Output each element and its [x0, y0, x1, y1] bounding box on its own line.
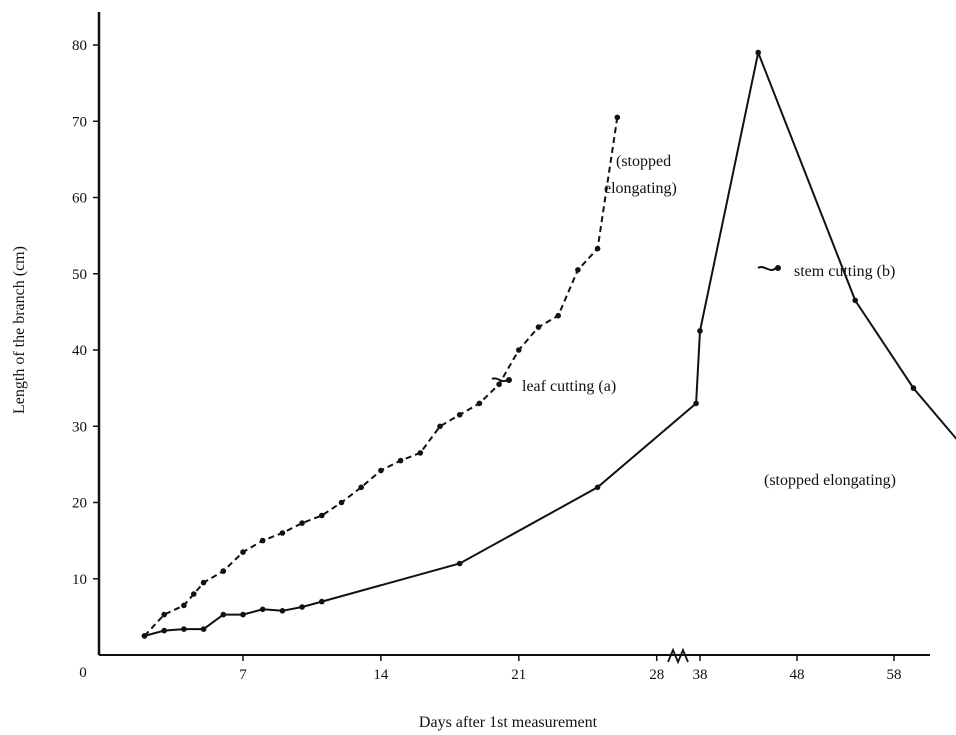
- y-tick-label: 40: [72, 343, 87, 359]
- data-point: [755, 49, 761, 56]
- data-point: [279, 530, 286, 536]
- x-ticks: 7142128384858687888: [239, 655, 902, 683]
- data-point: [378, 467, 384, 474]
- data-point: [299, 520, 305, 526]
- data-point: [496, 381, 502, 388]
- x-tick-label: 58: [887, 667, 902, 683]
- data-point: [161, 611, 167, 618]
- leaf-cutting-pointer: [491, 377, 508, 383]
- data-point: [319, 598, 325, 605]
- data-point: [910, 385, 917, 391]
- annotation-stopped-a-line2: elongating): [604, 180, 677, 197]
- x-tick-label: 48: [790, 667, 805, 683]
- stem-cutting-label: stem cutting (b): [794, 263, 895, 280]
- data-point: [338, 499, 345, 506]
- axes: [97, 12, 930, 665]
- data-point: [614, 114, 621, 121]
- stem-cutting-pointer-dot: [775, 265, 781, 271]
- data-point: [555, 312, 561, 319]
- data-point: [181, 602, 187, 609]
- data-point: [693, 400, 699, 407]
- data-point: [161, 627, 167, 634]
- axis-break-mark: [667, 647, 689, 665]
- series-leaf-cutting: [141, 114, 621, 639]
- data-point: [220, 611, 227, 618]
- x-tick-label: 28: [649, 667, 664, 683]
- data-point: [397, 457, 404, 464]
- data-point: [259, 537, 266, 544]
- y-tick-label: 50: [72, 267, 87, 283]
- x-tick-label: 7: [239, 667, 247, 683]
- data-point: [259, 606, 266, 613]
- data-point: [191, 591, 197, 597]
- y-tick-label: 20: [72, 496, 87, 512]
- data-point: [299, 604, 305, 610]
- data-point: [417, 450, 424, 456]
- data-point: [240, 549, 246, 555]
- data-point: [575, 267, 581, 273]
- data-point: [476, 400, 483, 407]
- data-point: [852, 297, 858, 304]
- y-tick-label: 70: [72, 114, 87, 130]
- data-point: [516, 347, 522, 353]
- x-axis-title: Days after 1st measurement: [419, 714, 598, 731]
- data-point: [200, 626, 207, 632]
- data-point: [220, 568, 227, 574]
- data-point: [535, 324, 542, 330]
- data-point: [181, 626, 187, 632]
- data-point: [594, 245, 601, 252]
- data-point: [200, 579, 207, 586]
- data-point: [358, 484, 365, 491]
- x-tick-label: 38: [693, 667, 708, 683]
- data-point: [697, 328, 703, 334]
- annotation-stopped-a-line1: (stopped: [616, 153, 671, 170]
- series-line-leaf-cutting: [143, 117, 619, 637]
- data-point: [279, 608, 286, 614]
- origin-label: 0: [79, 665, 87, 681]
- y-tick-label: 80: [72, 38, 87, 54]
- y-tick-label: 60: [72, 191, 87, 207]
- stem-cutting-pointer: [757, 266, 777, 271]
- leaf-cutting-pointer-dot: [506, 377, 512, 383]
- data-point: [240, 611, 246, 618]
- series-line-stem-cutting: [144, 49, 956, 637]
- data-point: [319, 512, 325, 519]
- y-tick-label: 10: [72, 572, 87, 588]
- data-point: [141, 633, 148, 639]
- y-axis-title: Length of the branch (cm): [11, 246, 28, 414]
- annotation-stopped-b: (stopped elongating): [764, 472, 896, 489]
- x-tick-label: 21: [511, 667, 526, 683]
- data-point: [456, 560, 463, 567]
- y-tick-label: 30: [72, 419, 87, 435]
- leaf-cutting-label: leaf cutting (a): [522, 378, 616, 395]
- data-point: [456, 412, 463, 418]
- data-point: [594, 484, 601, 491]
- data-point: [437, 423, 443, 430]
- x-tick-label: 14: [373, 667, 389, 683]
- y-ticks: 10 20 30 40 50 60 70 80: [72, 38, 99, 588]
- series-stem-cutting: [141, 49, 956, 639]
